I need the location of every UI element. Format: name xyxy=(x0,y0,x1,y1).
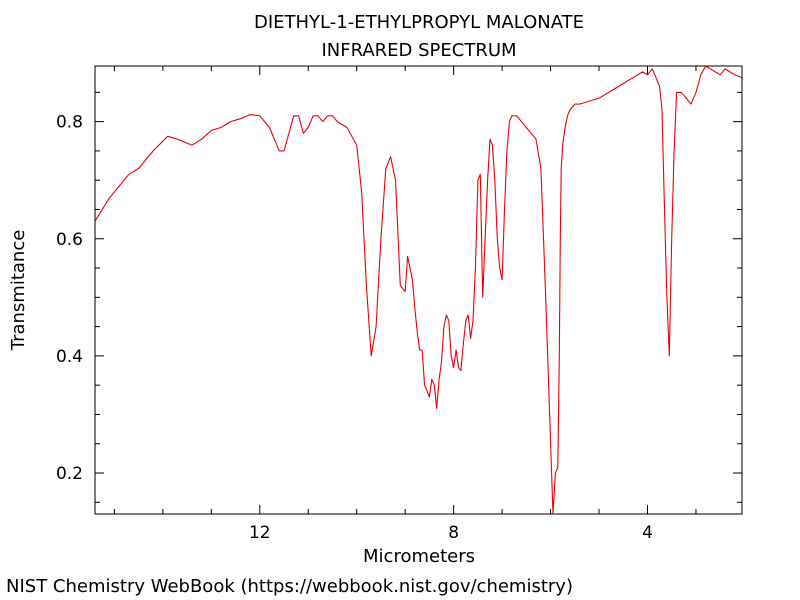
y-tick-label: 0.8 xyxy=(56,113,83,133)
y-tick-label: 0.2 xyxy=(56,464,83,484)
y-tick-label: 0.4 xyxy=(56,347,83,367)
y-axis-ticks: 0.2 0.4 0.6 0.8 xyxy=(56,91,742,503)
chart-title-line-1: DIETHYL-1-ETHYLPROPYL MALONATE xyxy=(254,12,584,33)
x-tick-label: 4 xyxy=(642,523,653,543)
x-axis-label: Micrometers xyxy=(363,546,475,567)
spectrum-series-line xyxy=(95,66,742,514)
x-tick-label: 8 xyxy=(448,523,459,543)
x-axis-ticks: 12 8 4 xyxy=(113,66,697,543)
chart-title-line-2: INFRARED SPECTRUM xyxy=(321,40,516,61)
source-credit: NIST Chemistry WebBook (https://webbook.… xyxy=(6,576,573,597)
x-tick-label: 12 xyxy=(249,523,271,543)
y-axis-label: Transmitance xyxy=(8,230,29,352)
plot-frame xyxy=(94,65,743,515)
y-tick-label: 0.6 xyxy=(56,230,83,250)
